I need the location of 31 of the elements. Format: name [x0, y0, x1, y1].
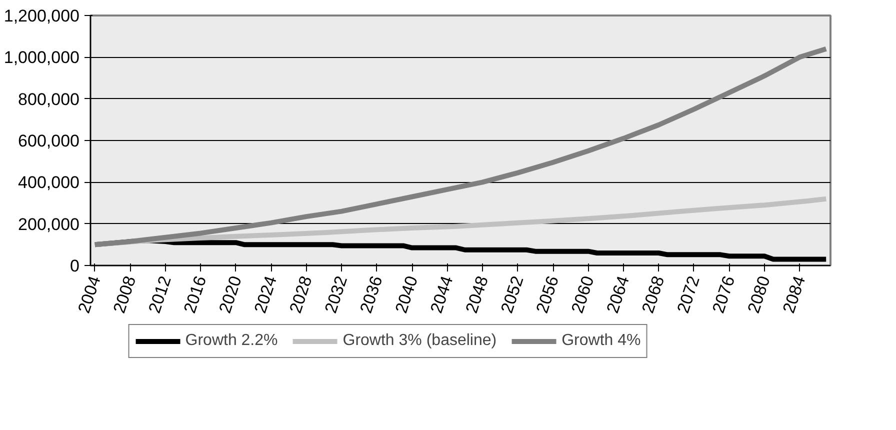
- x-tick-label: 2028: [286, 274, 316, 316]
- x-tick-label: 2024: [250, 274, 281, 316]
- x-tick-label: 2052: [497, 274, 528, 316]
- y-tick-label: 400,000: [18, 173, 80, 192]
- x-tick-label: 2080: [744, 274, 774, 316]
- x-tick-label: 2008: [110, 274, 140, 316]
- x-tick-label: 2012: [144, 274, 175, 316]
- x-tick-label: 2004: [74, 274, 104, 316]
- x-tick-label: 2036: [356, 274, 386, 316]
- y-tick-label: 0: [70, 256, 80, 276]
- x-tick-label: 2056: [532, 274, 562, 316]
- x-tick-label: 2016: [180, 274, 210, 316]
- x-tick-label: 2084: [779, 274, 810, 316]
- y-tick-label: 1,000,000: [4, 48, 80, 68]
- y-tick-label: 800,000: [18, 90, 80, 109]
- legend-label: Growth 4%: [562, 332, 641, 350]
- legend-label: Growth 2.2%: [185, 332, 278, 350]
- legend-label: Growth 3% (baseline): [342, 332, 497, 350]
- x-tick-label: 2044: [426, 274, 457, 316]
- x-tick-label: 2032: [321, 274, 352, 316]
- x-tick-label: 2060: [568, 274, 598, 316]
- x-tick-label: 2068: [638, 274, 668, 316]
- x-tick-label: 2020: [215, 274, 246, 316]
- x-tick-label: 2072: [673, 274, 704, 316]
- y-tick-label: 1,200,000: [4, 6, 80, 26]
- x-tick-label: 2076: [708, 274, 739, 316]
- y-tick-label: 600,000: [18, 132, 80, 150]
- x-tick-label: 2048: [462, 274, 492, 316]
- y-tick-label: 200,000: [18, 214, 80, 234]
- x-tick-label: 2064: [603, 274, 633, 316]
- x-tick-label: 2040: [392, 274, 422, 316]
